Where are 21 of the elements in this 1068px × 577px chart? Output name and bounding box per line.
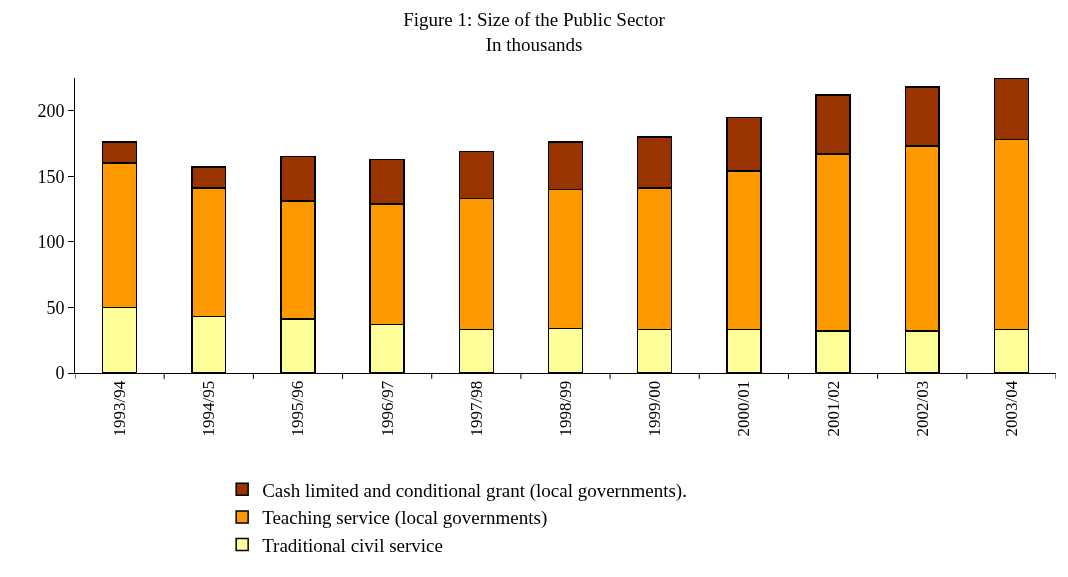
x-tick-label: 2000/01	[734, 380, 754, 437]
x-tick-label: 1999/00	[645, 380, 665, 437]
legend-label: Traditional civil service	[262, 535, 443, 557]
x-tick-label: 1995/96	[288, 380, 308, 437]
x-tick-label: 1994/95	[199, 380, 219, 437]
x-tick-label: 2002/03	[912, 380, 932, 437]
legend-label: Teaching service (local governments)	[262, 507, 548, 530]
x-tick-label: 2003/04	[1001, 380, 1021, 437]
x-tick-label: 2001/02	[823, 380, 843, 437]
y-tick-label: 200	[37, 101, 65, 122]
x-tick-label: 1998/99	[556, 380, 576, 437]
y-tick-label: 100	[37, 232, 65, 253]
x-tick-label: 1997/98	[466, 380, 486, 437]
chart-subtitle: In thousands	[485, 33, 583, 55]
chart-title: Figure 1: Size of the Public Sector	[403, 8, 666, 30]
y-tick-label: 50	[46, 297, 65, 318]
x-tick-label: 1993/94	[110, 380, 130, 437]
y-tick-label: 0	[55, 363, 65, 384]
x-tick-label: 1996/97	[377, 380, 397, 437]
legend-label: Cash limited and conditional grant (local governments).	[262, 479, 687, 502]
y-tick-label: 150	[37, 166, 65, 187]
